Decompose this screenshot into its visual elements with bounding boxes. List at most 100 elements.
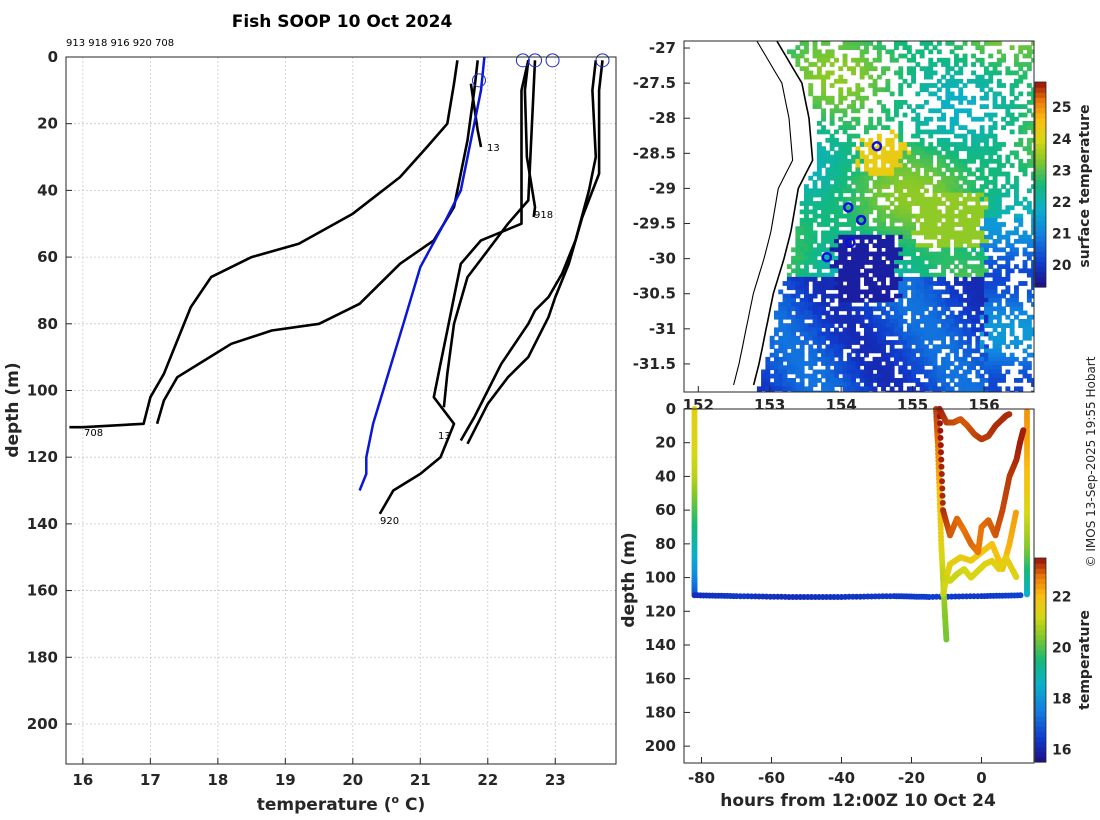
sst-cell bbox=[898, 87, 904, 93]
sst-cell bbox=[846, 142, 852, 147]
sst-cell bbox=[791, 378, 796, 383]
sst-cell bbox=[812, 335, 818, 341]
sst-cell bbox=[846, 289, 852, 295]
sst-cell bbox=[971, 247, 976, 253]
sst-cell bbox=[996, 306, 1002, 312]
sst-cell bbox=[812, 331, 818, 337]
sst-cell bbox=[876, 327, 882, 333]
sst-cell bbox=[829, 133, 835, 139]
sst-cell bbox=[838, 213, 844, 219]
sst-cell bbox=[851, 335, 856, 341]
sst-cell bbox=[834, 226, 839, 232]
sst-cell bbox=[902, 268, 908, 274]
sst-cell bbox=[988, 369, 994, 375]
sst-cell bbox=[958, 209, 964, 215]
sst-cell bbox=[915, 146, 921, 152]
sst-cell bbox=[812, 382, 818, 387]
sst-cell bbox=[825, 285, 831, 291]
sst-cell bbox=[881, 323, 886, 328]
sst-cell bbox=[992, 146, 998, 152]
sst-cell bbox=[821, 201, 826, 206]
sst-cell bbox=[825, 276, 831, 282]
sst-cell bbox=[906, 234, 912, 240]
sst-cell bbox=[1031, 209, 1034, 215]
sst-cell bbox=[834, 348, 839, 354]
sst-cell bbox=[868, 146, 874, 152]
sst-cell bbox=[855, 163, 861, 168]
sst-cell bbox=[894, 188, 899, 194]
sst-cell bbox=[786, 378, 792, 383]
sst-cell bbox=[954, 340, 959, 345]
sst-cell bbox=[898, 188, 904, 194]
sst-cell bbox=[915, 255, 921, 261]
sst-cell bbox=[834, 243, 839, 248]
sst-cell bbox=[1005, 188, 1011, 194]
sst-cell bbox=[906, 352, 912, 358]
sst-cell bbox=[945, 243, 951, 248]
sst-cell bbox=[855, 57, 861, 63]
sst-cell bbox=[906, 268, 912, 274]
sst-cell bbox=[945, 285, 951, 291]
profile-lines bbox=[69, 56, 604, 515]
sst-cell bbox=[872, 319, 878, 324]
sst-cell bbox=[958, 108, 964, 114]
sst-cell bbox=[834, 293, 839, 299]
sst-cell bbox=[825, 41, 831, 46]
sst-cell bbox=[924, 74, 929, 80]
sst-cell bbox=[842, 264, 848, 269]
sst-cell bbox=[996, 234, 1002, 240]
sst-cell bbox=[936, 281, 942, 286]
sst-cell bbox=[834, 175, 839, 181]
sst-cell bbox=[838, 344, 844, 350]
sst-cell bbox=[838, 319, 844, 324]
sst-cell bbox=[958, 386, 964, 392]
sst-cell bbox=[846, 306, 852, 312]
sst-cell bbox=[949, 95, 955, 101]
sst-cell bbox=[838, 209, 844, 215]
sst-cell bbox=[821, 243, 826, 248]
sst-cell bbox=[804, 74, 809, 80]
sst-cell bbox=[829, 340, 835, 345]
sst-cell bbox=[881, 184, 886, 189]
sst-cell bbox=[992, 340, 998, 345]
sst-cell bbox=[1001, 361, 1006, 366]
sst-cell bbox=[898, 348, 904, 354]
sst-cell bbox=[924, 289, 929, 295]
sst-cell bbox=[975, 213, 981, 219]
sst-cell bbox=[868, 314, 874, 320]
sst-cell bbox=[915, 361, 921, 366]
sst-cell bbox=[851, 255, 856, 261]
sst-cell bbox=[975, 150, 981, 156]
sst-cell bbox=[782, 293, 788, 299]
sst-cell bbox=[838, 243, 844, 248]
sst-cell bbox=[876, 53, 882, 59]
sst-cell bbox=[829, 344, 835, 350]
temperature-colorbar-segment bbox=[1035, 583, 1046, 590]
sst-cell bbox=[864, 386, 869, 392]
surface-colorbar-segment bbox=[1035, 256, 1046, 262]
sst-cell bbox=[855, 390, 861, 392]
sst-cell bbox=[885, 382, 891, 387]
sst-cell bbox=[945, 239, 951, 244]
sst-cell bbox=[979, 281, 985, 286]
sst-cell bbox=[816, 188, 822, 194]
sst-cell bbox=[962, 41, 968, 46]
sst-cell bbox=[949, 297, 955, 303]
sst-cell bbox=[851, 323, 856, 328]
sst-cell bbox=[915, 285, 921, 291]
sst-cell bbox=[911, 70, 916, 76]
sst-cell bbox=[941, 251, 946, 257]
sst-cell bbox=[846, 230, 852, 236]
sst-cell bbox=[898, 133, 904, 139]
sst-cell bbox=[958, 331, 964, 337]
sst-cell bbox=[894, 196, 899, 202]
sst-cell bbox=[855, 87, 861, 93]
sst-cell bbox=[868, 348, 874, 354]
profile-line-p7 bbox=[466, 60, 604, 445]
sst-cell bbox=[876, 116, 882, 122]
sst-cell bbox=[902, 276, 908, 282]
sst-cell bbox=[949, 49, 955, 55]
sst-cell bbox=[808, 74, 814, 80]
sst-cell bbox=[881, 272, 886, 278]
sst-cell bbox=[834, 184, 839, 189]
